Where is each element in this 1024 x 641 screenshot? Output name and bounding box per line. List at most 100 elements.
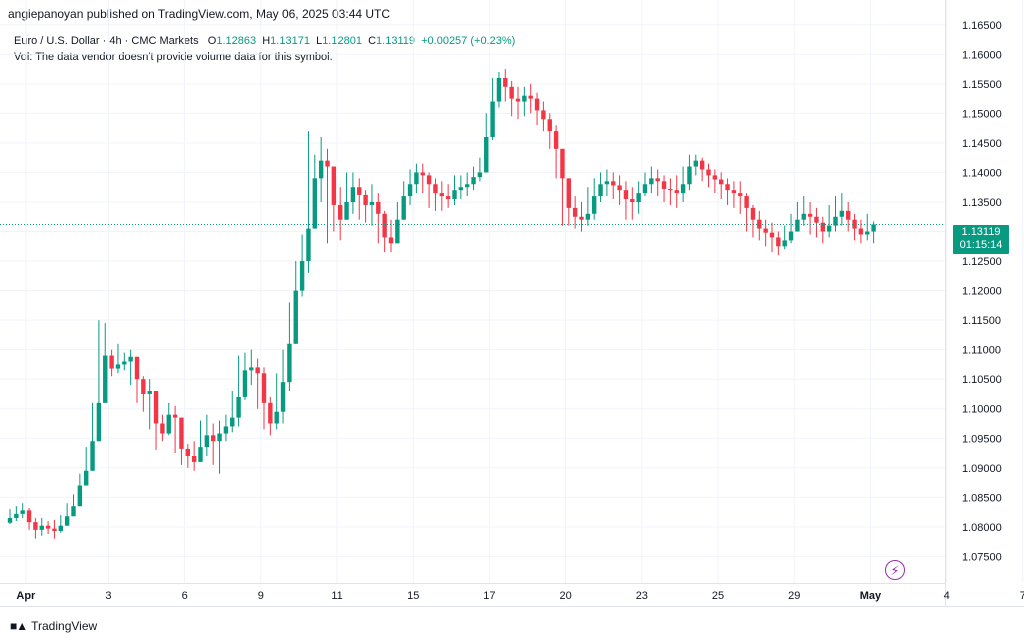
candle-body	[719, 179, 724, 185]
candle	[795, 201, 800, 232]
candle	[420, 163, 425, 194]
candle	[566, 178, 571, 226]
candle	[598, 172, 603, 202]
candle	[280, 349, 286, 424]
candle-body	[833, 216, 838, 226]
candle	[236, 355, 241, 427]
candle-body	[77, 485, 83, 507]
change-value: +0.00257 (+0.23%)	[421, 35, 516, 47]
candle	[680, 166, 686, 202]
candle	[268, 396, 273, 436]
candle-body	[807, 213, 813, 217]
candle	[141, 376, 146, 412]
time-tick-label: May	[860, 590, 882, 602]
candle-body	[617, 185, 622, 191]
candle	[846, 201, 851, 232]
candle-body	[477, 172, 483, 178]
price-tick-label: 1.11000	[962, 345, 1001, 357]
candle-body	[744, 196, 749, 208]
candle	[433, 178, 438, 211]
candle	[344, 172, 349, 220]
candle-body	[528, 95, 533, 99]
candle	[725, 178, 730, 205]
candle	[585, 187, 591, 226]
candle-body	[293, 290, 298, 344]
candle	[528, 83, 533, 114]
candle-body	[458, 187, 464, 191]
candle-body	[426, 175, 432, 185]
candle-body	[763, 228, 768, 233]
candle	[661, 175, 667, 202]
candle-body	[452, 190, 457, 200]
time-tick-label: 3	[105, 590, 111, 602]
candle-body	[166, 414, 171, 434]
time-tick-label: 25	[712, 590, 724, 602]
candle-body	[388, 237, 394, 244]
candle-body	[84, 470, 89, 486]
candle-body	[852, 219, 857, 229]
time-tick-label: 11	[331, 590, 342, 602]
candle	[826, 204, 832, 238]
candle	[611, 172, 616, 200]
candle	[331, 166, 337, 232]
candle	[623, 181, 629, 220]
candle-body	[738, 193, 743, 197]
candle	[750, 204, 756, 238]
candle-body	[680, 184, 686, 194]
candle	[191, 441, 197, 471]
low-value: 1.12801	[322, 35, 362, 47]
candle	[299, 234, 305, 297]
candle-body	[191, 455, 197, 462]
candle-body	[20, 510, 25, 514]
candle-body	[52, 528, 57, 532]
candle	[719, 172, 724, 200]
candle	[706, 163, 711, 188]
candle-body	[509, 86, 514, 99]
candle-body	[541, 110, 546, 120]
candle-body	[344, 201, 349, 220]
candle-body	[242, 370, 248, 397]
price-axis: 1.16500 1.16000 1.15500 1.15000 1.14500 1.140…	[962, 20, 1002, 564]
candle	[115, 343, 121, 374]
candle-body	[217, 433, 222, 442]
candle-body	[706, 169, 711, 176]
candle-body	[357, 187, 362, 195]
candle	[807, 201, 813, 235]
candle	[515, 86, 521, 120]
candle	[20, 503, 25, 519]
candle-body	[699, 160, 705, 170]
price-tick-label: 1.16500	[962, 20, 1002, 32]
candle	[395, 201, 400, 244]
candle	[64, 503, 70, 526]
candle-body	[668, 188, 673, 191]
time-tick-label: Apr	[16, 590, 36, 602]
candle-body	[223, 426, 229, 434]
time-tick-label: 23	[636, 590, 648, 602]
candle	[522, 86, 527, 117]
candle-body	[64, 516, 70, 526]
candle-body	[160, 423, 165, 434]
candle-body	[858, 228, 864, 235]
candle	[744, 193, 749, 232]
time-tick-label: 17	[483, 590, 495, 602]
candle	[471, 166, 476, 191]
symbol-title[interactable]: Euro / U.S. Dollar · 4h · CMC Markets	[14, 35, 199, 47]
candle-body	[407, 184, 413, 197]
candle-body	[414, 172, 419, 185]
candle	[293, 261, 298, 344]
candle	[45, 520, 51, 534]
candle-body	[338, 204, 343, 220]
high-value: 1.13171	[270, 35, 310, 47]
candle	[553, 125, 559, 179]
candle	[318, 137, 324, 202]
candle-body	[325, 160, 330, 167]
candle-body	[471, 177, 476, 185]
candle-body	[45, 525, 51, 529]
candle	[325, 148, 330, 244]
candle-body	[439, 193, 444, 197]
candle-body	[306, 228, 311, 262]
candle-body	[465, 184, 470, 188]
candle-body	[185, 448, 190, 456]
lightning-icon[interactable]: ⚡︎	[885, 560, 905, 580]
